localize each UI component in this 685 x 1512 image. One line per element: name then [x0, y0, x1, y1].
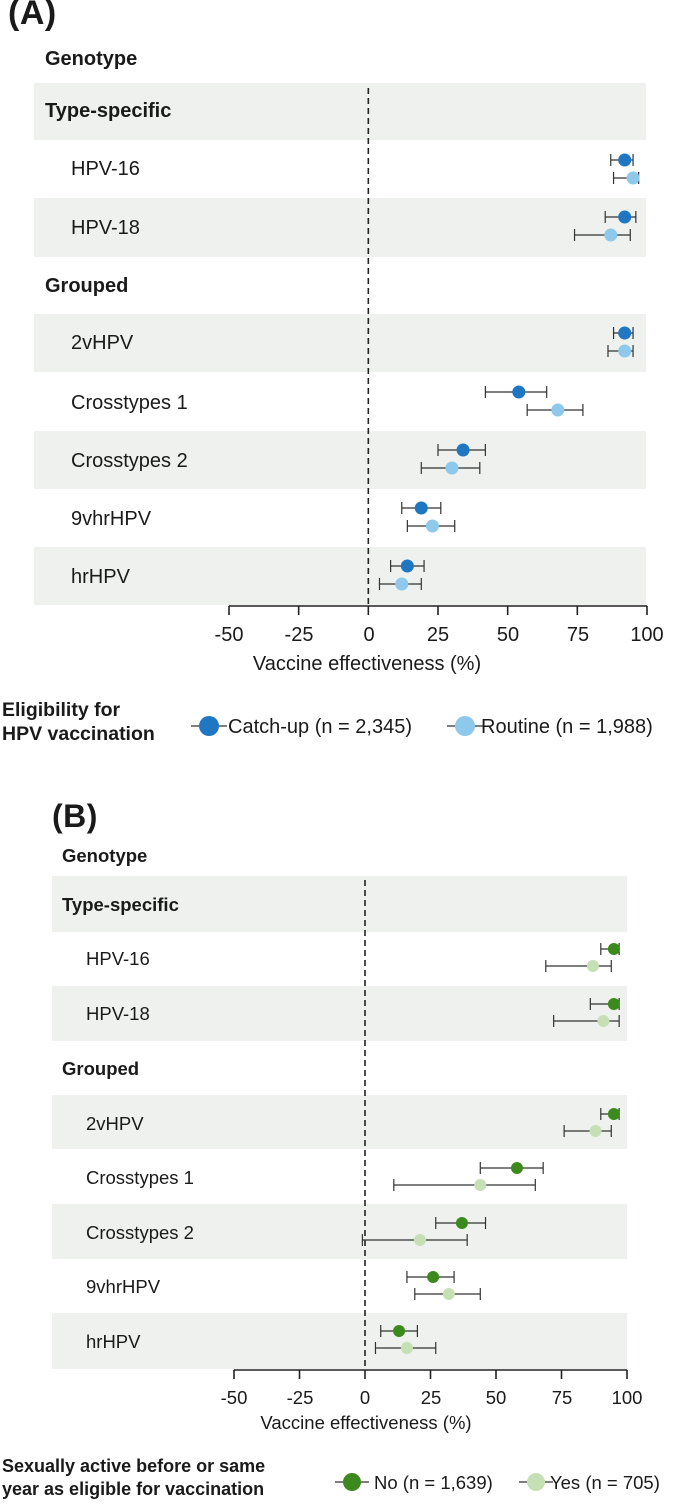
panel-label: (B): [52, 798, 98, 834]
x-tick-label: 50: [485, 1387, 507, 1408]
x-axis-label: Vaccine effectiveness (%): [260, 1412, 472, 1433]
legend-marker: [343, 1473, 361, 1491]
row-label: HPV-18: [71, 217, 140, 239]
legend-title: Eligibility for HPV vaccination: [2, 698, 155, 747]
legend-marker: [455, 716, 475, 736]
x-tick-label: 0: [363, 624, 375, 646]
x-tick-label: -50: [220, 1387, 248, 1408]
legend-title-line: Eligibility for: [2, 699, 121, 721]
x-tick-label: 100: [611, 1387, 643, 1408]
x-tick-label: -25: [284, 624, 314, 646]
x-tick-label: 75: [551, 1387, 573, 1408]
point-estimate: [618, 344, 632, 358]
x-tick-label: 50: [496, 624, 520, 646]
point-estimate: [510, 1162, 523, 1174]
panel-label: (A): [8, 0, 57, 32]
point-estimate: [607, 943, 620, 955]
legend-title-line: Sexually active before or same: [2, 1456, 266, 1476]
row-label: HPV-16: [86, 948, 150, 969]
row-label: HPV-16: [71, 158, 140, 180]
point-estimate: [597, 1015, 610, 1027]
point-estimate: [551, 403, 565, 417]
row-label: Crosstypes 1: [71, 392, 188, 414]
x-tick-label: 75: [566, 624, 590, 646]
point-estimate: [455, 1217, 468, 1229]
row-band: [52, 876, 627, 932]
legend-item-routine: Routine (n = 1,988): [481, 716, 653, 738]
point-estimate: [618, 326, 632, 340]
point-estimate: [607, 1108, 620, 1120]
legend-title: Sexually active before or same year as e…: [2, 1455, 265, 1500]
point-estimate: [427, 1271, 440, 1283]
row-band: [52, 1313, 627, 1369]
panel-b: (B) Genotype Type-specific Grouped HPV-1…: [0, 780, 685, 1512]
point-estimate: [589, 1125, 602, 1137]
row-label: Crosstypes 2: [86, 1222, 194, 1243]
point-estimate: [512, 385, 526, 399]
point-estimate: [474, 1179, 487, 1191]
x-tick-label: -25: [286, 1387, 314, 1408]
point-estimate: [618, 153, 632, 167]
row-label: 9vhrHPV: [86, 1276, 161, 1297]
row-label: Crosstypes 2: [71, 450, 188, 472]
row-band: [34, 83, 646, 140]
row-band: [52, 1204, 627, 1259]
x-tick-label: 25: [420, 1387, 442, 1408]
row-band: [52, 1095, 627, 1149]
row-label: hrHPV: [71, 566, 130, 588]
panel-a: (A) Genotype Type-specific Grouped HPV-1…: [2, 0, 664, 747]
point-estimate: [445, 461, 459, 475]
point-estimate: [442, 1288, 455, 1300]
point-estimate: [456, 443, 470, 457]
section-genotype: Genotype: [45, 48, 138, 70]
point-estimate: [395, 577, 409, 591]
forest-plot-a: [34, 83, 648, 736]
section-grouped: Grouped: [45, 275, 129, 297]
point-estimate: [626, 171, 640, 185]
legend-item-catch-up: Catch-up (n = 2,345): [228, 716, 412, 738]
row-band: [34, 314, 646, 372]
row-band: [52, 986, 627, 1041]
point-estimate: [400, 1342, 413, 1354]
x-tick-label: 0: [359, 1387, 371, 1408]
point-estimate: [393, 1325, 406, 1337]
forest-plot-b: [52, 876, 628, 1491]
legend-title-line: HPV vaccination: [2, 723, 155, 746]
section-genotype: Genotype: [62, 845, 148, 866]
section-type-specific: Type-specific: [45, 100, 172, 122]
point-estimate: [607, 998, 620, 1010]
section-type-specific: Type-specific: [62, 894, 179, 915]
point-estimate: [586, 960, 599, 972]
legend-item-yes: Yes (n = 705): [550, 1472, 660, 1493]
row-band: [34, 547, 646, 605]
point-estimate: [414, 1234, 427, 1246]
legend-marker: [199, 716, 219, 736]
row-label: 2vHPV: [71, 332, 134, 354]
row-label: HPV-18: [86, 1003, 150, 1024]
point-estimate: [604, 228, 618, 242]
point-estimate: [400, 559, 414, 573]
x-axis-label: Vaccine effectiveness (%): [252, 653, 482, 675]
x-tick-label: -50: [214, 624, 244, 646]
row-band: [34, 198, 646, 257]
x-tick-label: 100: [630, 624, 664, 646]
row-label: hrHPV: [86, 1331, 141, 1352]
row-label: Crosstypes 1: [86, 1167, 194, 1188]
point-estimate: [618, 210, 632, 224]
x-tick-label: 25: [426, 624, 450, 646]
legend-marker: [527, 1473, 545, 1491]
row-band: [34, 431, 646, 489]
legend-title-line: year as eligible for vaccination: [2, 1478, 265, 1499]
row-label: 2vHPV: [86, 1113, 144, 1134]
section-grouped: Grouped: [62, 1058, 140, 1079]
legend-item-no: No (n = 1,639): [374, 1472, 493, 1493]
point-estimate: [414, 501, 428, 515]
point-estimate: [425, 519, 439, 533]
row-label: 9vhrHPV: [71, 508, 152, 530]
